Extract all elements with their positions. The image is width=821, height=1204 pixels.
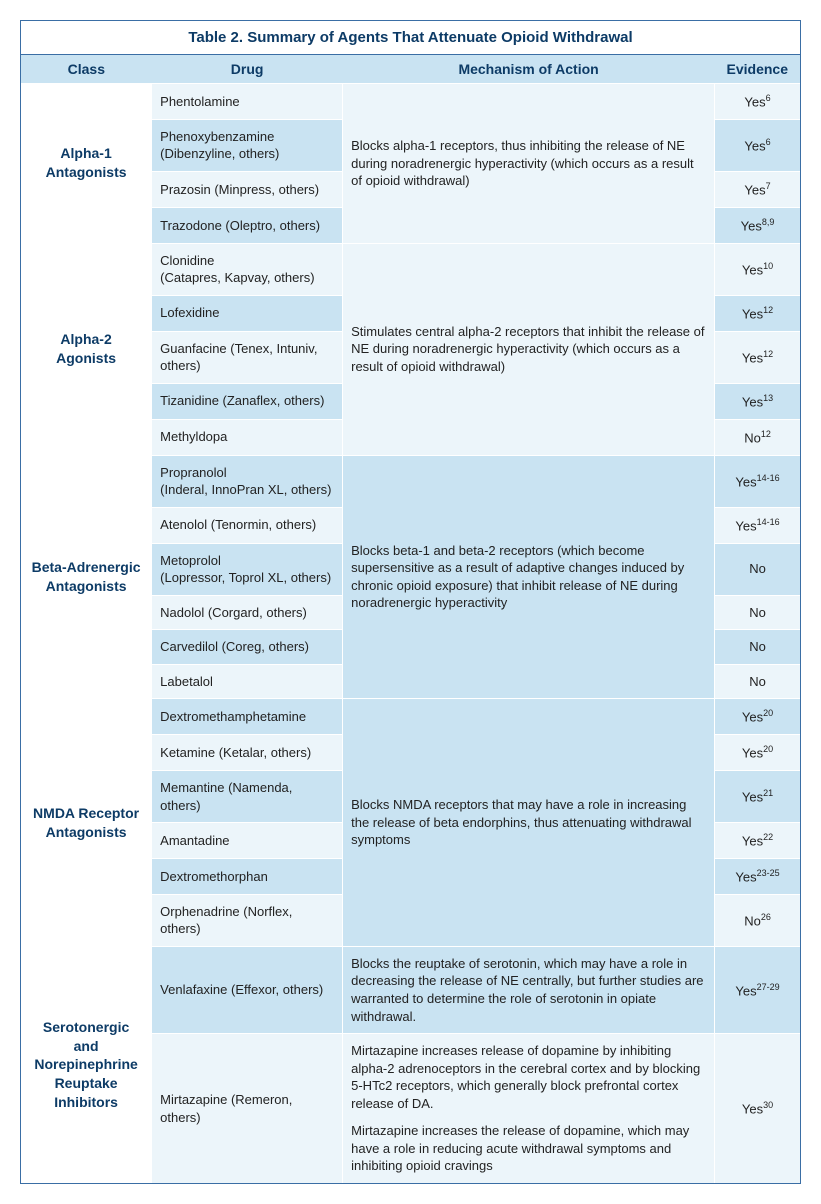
- evidence-cell: No26: [715, 894, 800, 946]
- table-row: Serotonergic and Norepinephrine Reuptake…: [21, 946, 800, 1033]
- table-container: Table 2. Summary of Agents That Attenuat…: [20, 20, 801, 1184]
- header-mechanism: Mechanism of Action: [343, 55, 715, 84]
- evidence-cell: Yes20: [715, 735, 800, 771]
- mechanism-cell: Blocks alpha-1 receptors, thus inhibitin…: [343, 84, 715, 244]
- class-cell: Alpha-1 Antagonists: [21, 84, 152, 244]
- drug-cell: Lofexidine: [152, 295, 343, 331]
- drug-cell: Amantadine: [152, 823, 343, 859]
- evidence-cell: No: [715, 630, 800, 665]
- mechanism-cell: Blocks beta-1 and beta-2 receptors (whic…: [343, 455, 715, 699]
- drug-cell: Ketamine (Ketalar, others): [152, 735, 343, 771]
- table-title: Table 2. Summary of Agents That Attenuat…: [21, 21, 800, 55]
- mechanism-cell: Blocks the reuptake of serotonin, which …: [343, 946, 715, 1033]
- header-class: Class: [21, 55, 152, 84]
- evidence-cell: No: [715, 543, 800, 595]
- drug-cell: Phenoxybenzamine(Dibenzyline, others): [152, 119, 343, 171]
- evidence-cell: Yes13: [715, 383, 800, 419]
- table-row: Beta-Adrenergic AntagonistsPropranolol(I…: [21, 455, 800, 507]
- evidence-cell: Yes12: [715, 295, 800, 331]
- drug-cell: Dextromethorphan: [152, 858, 343, 894]
- mechanism-cell: Stimulates central alpha-2 receptors tha…: [343, 243, 715, 455]
- drug-cell: Prazosin (Minpress, others): [152, 171, 343, 207]
- drug-cell: Venlafaxine (Effexor, others): [152, 946, 343, 1033]
- evidence-cell: Yes10: [715, 243, 800, 295]
- drug-cell: Carvedilol (Coreg, others): [152, 630, 343, 665]
- evidence-cell: Yes22: [715, 823, 800, 859]
- table-row: Alpha-2 AgonistsClonidine(Catapres, Kapv…: [21, 243, 800, 295]
- mechanism-cell: Blocks NMDA receptors that may have a ro…: [343, 699, 715, 947]
- evidence-cell: Yes8,9: [715, 207, 800, 243]
- class-cell: Serotonergic and Norepinephrine Reuptake…: [21, 946, 152, 1183]
- header-evidence: Evidence: [715, 55, 800, 84]
- drug-cell: Nadolol (Corgard, others): [152, 595, 343, 630]
- evidence-cell: Yes6: [715, 84, 800, 120]
- drug-cell: Guanfacine (Tenex, Intuniv, others): [152, 331, 343, 383]
- mechanism-cell: Mirtazapine increases release of dopamin…: [343, 1034, 715, 1183]
- drug-cell: Clonidine(Catapres, Kapvay, others): [152, 243, 343, 295]
- evidence-cell: No12: [715, 419, 800, 455]
- evidence-cell: Yes6: [715, 119, 800, 171]
- evidence-cell: Yes23-25: [715, 858, 800, 894]
- drug-cell: Metoprolol(Lopressor, Toprol XL, others): [152, 543, 343, 595]
- drug-cell: Mirtazapine (Remeron, others): [152, 1034, 343, 1183]
- class-cell: Alpha-2 Agonists: [21, 243, 152, 455]
- drug-cell: Tizanidine (Zanaflex, others): [152, 383, 343, 419]
- evidence-cell: Yes21: [715, 770, 800, 822]
- evidence-cell: No: [715, 664, 800, 699]
- table-row: Alpha-1 AntagonistsPhentolamineBlocks al…: [21, 84, 800, 120]
- drug-cell: Orphenadrine (Norflex, others): [152, 894, 343, 946]
- drug-cell: Memantine (Namenda, others): [152, 770, 343, 822]
- drug-cell: Propranolol(Inderal, InnoPran XL, others…: [152, 455, 343, 507]
- drug-cell: Atenolol (Tenormin, others): [152, 507, 343, 543]
- withdrawal-agents-table: Class Drug Mechanism of Action Evidence …: [21, 55, 800, 1183]
- drug-cell: Trazodone (Oleptro, others): [152, 207, 343, 243]
- table-row: NMDA Receptor AntagonistsDextromethamphe…: [21, 699, 800, 735]
- evidence-cell: Yes20: [715, 699, 800, 735]
- drug-cell: Phentolamine: [152, 84, 343, 120]
- drug-cell: Labetalol: [152, 664, 343, 699]
- class-cell: Beta-Adrenergic Antagonists: [21, 455, 152, 699]
- evidence-cell: Yes27-29: [715, 946, 800, 1033]
- drug-cell: Methyldopa: [152, 419, 343, 455]
- evidence-cell: No: [715, 595, 800, 630]
- evidence-cell: Yes30: [715, 1034, 800, 1183]
- header-row: Class Drug Mechanism of Action Evidence: [21, 55, 800, 84]
- evidence-cell: Yes12: [715, 331, 800, 383]
- evidence-cell: Yes14-16: [715, 455, 800, 507]
- drug-cell: Dextromethamphetamine: [152, 699, 343, 735]
- class-cell: NMDA Receptor Antagonists: [21, 699, 152, 947]
- header-drug: Drug: [152, 55, 343, 84]
- evidence-cell: Yes14-16: [715, 507, 800, 543]
- evidence-cell: Yes7: [715, 171, 800, 207]
